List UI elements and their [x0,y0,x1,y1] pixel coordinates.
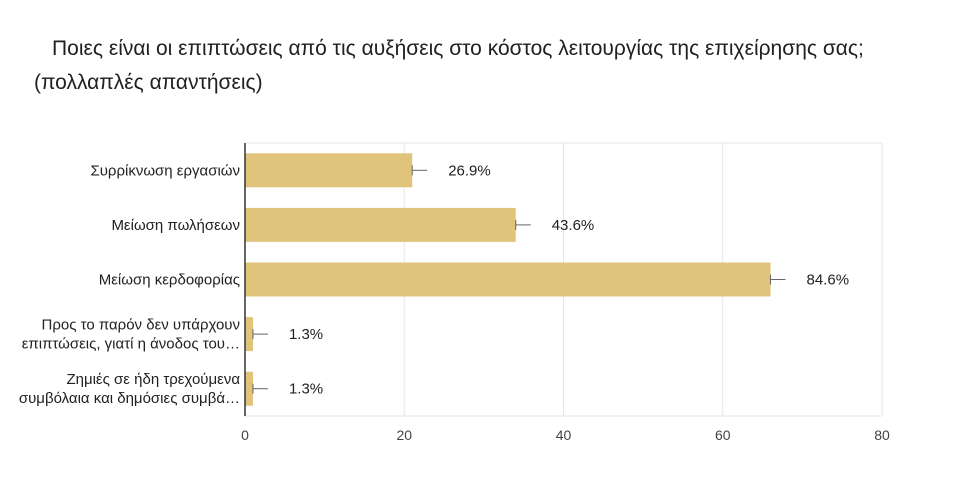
data-label: 26.9% [448,162,491,179]
bar [245,371,253,406]
category-label: Συρρίκνωση εργασιών [90,162,240,179]
x-tick-label: 20 [396,427,412,443]
bar [245,317,253,352]
category-label: Ζημιές σε ήδη τρεχούμενα [66,371,240,388]
bar [245,207,516,242]
category-label: επιπτώσεις, γιατί η άνοδος του… [22,336,240,353]
bar [245,262,771,297]
data-label: 43.6% [552,217,595,234]
x-tick-label: 80 [874,427,890,443]
x-tick-label: 0 [241,427,249,443]
category-label: Προς το παρόν δεν υπάρχουν [42,317,240,334]
question-title: Ποιες είναι οι επιπτώσεις από τις αυξήσε… [34,32,954,100]
x-tick-label: 40 [556,427,572,443]
category-label: Μείωση πωλήσεων [111,217,240,234]
category-label: συμβόλαια και δημόσιες συμβά… [19,390,240,407]
question-text: Ποιες είναι οι επιπτώσεις από τις αυξήσε… [52,37,864,60]
bar [245,153,413,188]
category-label: Μείωση κερδοφορίας [99,272,240,289]
data-label: 1.3% [289,326,323,343]
question-note: (πολλαπλές απαντήσεις) [34,71,263,94]
x-tick-label: 60 [715,427,731,443]
data-label: 84.6% [807,272,850,289]
data-label: 1.3% [289,381,323,398]
